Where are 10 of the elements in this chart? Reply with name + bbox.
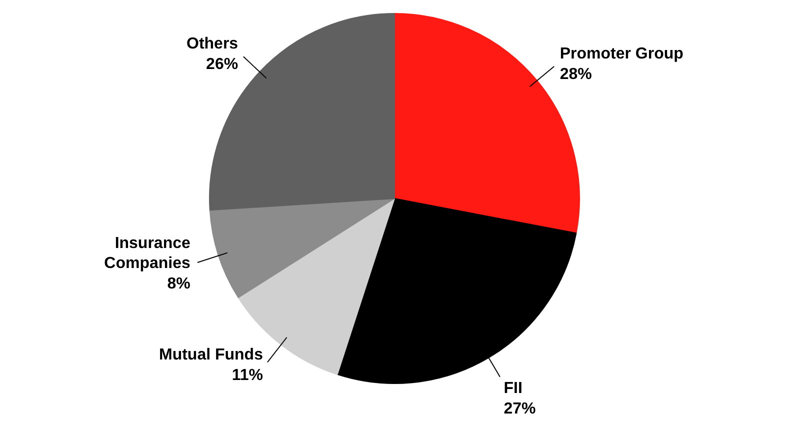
data-label: 11%: [232, 366, 263, 384]
data-label: 26%: [206, 56, 238, 73]
data-label: 28%: [560, 66, 592, 83]
slice-label: Mutual Funds: [158, 346, 264, 364]
data-label: 27%: [504, 400, 536, 418]
slice-label: Promoter Group: [560, 45, 684, 62]
slice-label: Others: [186, 35, 238, 52]
data-label: 8%: [167, 276, 190, 293]
slice-label: FII: [504, 380, 522, 398]
slice-label: Insurance Companies: [104, 234, 191, 272]
